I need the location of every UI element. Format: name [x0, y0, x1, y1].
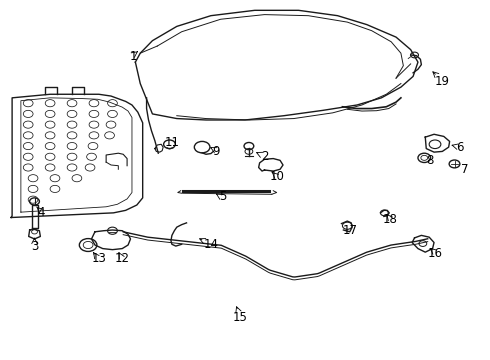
Text: 6: 6: [456, 141, 463, 154]
Text: 8: 8: [426, 154, 434, 167]
Text: 3: 3: [31, 240, 38, 253]
Text: 5: 5: [220, 190, 227, 203]
Text: 4: 4: [38, 206, 45, 219]
Text: 11: 11: [165, 136, 179, 149]
Text: 15: 15: [233, 311, 247, 324]
Text: 12: 12: [115, 252, 130, 265]
Text: 9: 9: [212, 145, 220, 158]
Text: 1: 1: [129, 50, 137, 63]
Text: 7: 7: [461, 163, 468, 176]
Text: 2: 2: [261, 150, 268, 163]
Text: 19: 19: [435, 75, 450, 88]
Text: 18: 18: [383, 213, 397, 226]
Text: 17: 17: [342, 224, 357, 237]
Text: 16: 16: [427, 247, 442, 260]
Text: 14: 14: [203, 238, 219, 251]
Text: 10: 10: [269, 170, 284, 183]
Text: 13: 13: [92, 252, 106, 265]
